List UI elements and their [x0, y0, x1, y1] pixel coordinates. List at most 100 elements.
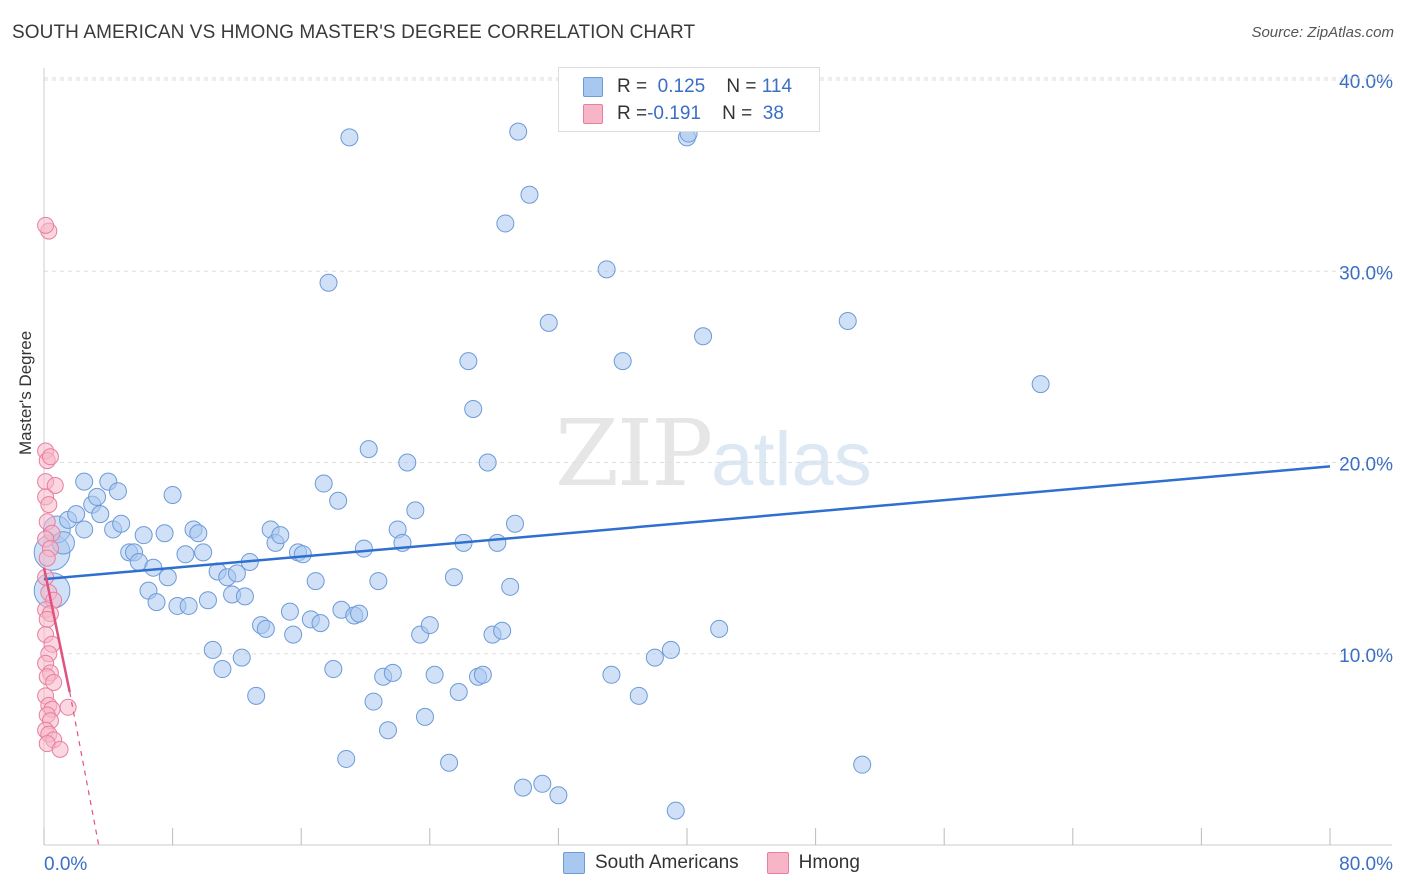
south-americans-point	[176, 545, 195, 564]
south-americans-point	[520, 185, 539, 204]
south-americans-point	[694, 327, 713, 346]
south-americans-point	[379, 721, 398, 740]
legend-n-label: N =	[722, 103, 753, 124]
south-americans-point	[549, 786, 568, 805]
south-americans-point	[271, 526, 290, 545]
south-americans-point	[147, 593, 166, 612]
south-americans-point	[496, 214, 515, 233]
south-americans-point	[359, 440, 378, 459]
south-americans-point	[235, 587, 254, 606]
south-americans-point	[306, 572, 325, 591]
south-americans-point	[284, 625, 303, 644]
south-americans-point	[1031, 375, 1050, 394]
legend-swatch-hmong	[766, 852, 789, 874]
south-americans-point	[369, 572, 388, 591]
south-americans-point	[108, 482, 127, 501]
south-americans-point	[444, 568, 463, 587]
south-americans-point	[75, 472, 94, 491]
south-americans-point	[179, 596, 198, 615]
legend-n-label: N =	[726, 76, 757, 97]
south-americans-point	[189, 524, 208, 543]
south-americans-point	[158, 568, 177, 587]
south-americans-point	[420, 616, 439, 635]
legend-r-value: -0.191	[647, 103, 701, 124]
hmong-point	[38, 549, 56, 567]
stats-legend: R = 0.125 N = 114 R = -0.191 N = 38	[558, 67, 820, 132]
y-tick-label: 20.0%	[1339, 455, 1393, 476]
south-americans-point	[314, 474, 333, 493]
south-americans-point	[533, 774, 552, 793]
south-americans-point	[539, 313, 558, 332]
south-americans-point	[350, 604, 369, 623]
chart-title: SOUTH AMERICAN VS HMONG MASTER'S DEGREE …	[12, 22, 696, 43]
south-americans-point	[710, 619, 729, 638]
south-americans-point	[406, 501, 425, 520]
legend-swatch-south-americans	[563, 852, 585, 874]
legend-r-value: 0.125	[657, 76, 706, 97]
south-americans-point	[488, 533, 507, 552]
south-americans-point	[501, 577, 520, 596]
south-americans-point	[329, 491, 348, 510]
south-americans-point	[478, 453, 497, 472]
legend-swatch-pink	[583, 104, 603, 124]
south-americans-point	[629, 686, 648, 705]
south-americans-point	[473, 665, 492, 684]
legend-label-hmong: Hmong	[798, 852, 860, 873]
legend-row-south-americans: R = 0.125 N = 114	[583, 75, 792, 99]
south-americans-point	[112, 514, 131, 533]
south-americans-point	[459, 352, 478, 371]
south-americans-point	[256, 619, 275, 638]
y-tick-label: 30.0%	[1339, 263, 1393, 284]
south-americans-point	[398, 453, 417, 472]
source-credit: Source: ZipAtlas.com	[1251, 24, 1394, 41]
south-americans-point	[493, 621, 512, 640]
south-americans-point	[514, 778, 533, 797]
watermark-zip: ZIP	[555, 400, 713, 507]
south-americans-point	[134, 526, 153, 545]
south-americans-point	[324, 660, 343, 679]
south-americans-point	[613, 352, 632, 371]
hmong-point	[37, 216, 55, 234]
hmong-point	[40, 496, 58, 514]
south-americans-point	[337, 749, 356, 768]
south-americans-point	[198, 591, 217, 610]
south-americans-point	[203, 640, 222, 659]
south-americans-point	[838, 311, 857, 330]
south-americans-point	[319, 273, 338, 292]
y-axis-label: Master's Degree	[16, 330, 35, 455]
south-americans-point	[75, 520, 94, 539]
south-americans-point	[227, 564, 246, 583]
south-americans-point	[602, 665, 621, 684]
hmong-trendline	[42, 567, 71, 693]
south-americans-point	[194, 543, 213, 562]
south-americans-point	[853, 755, 872, 774]
y-tick-label: 40.0%	[1339, 72, 1393, 93]
south-americans-point	[354, 539, 373, 558]
legend-r-label: R =	[617, 103, 648, 124]
x-tick-label: 80.0%	[1339, 854, 1393, 875]
hmong-point	[51, 740, 69, 758]
south-americans-point	[144, 558, 163, 577]
south-americans-point	[645, 648, 664, 667]
south-americans-point	[91, 505, 110, 524]
south-americans-point	[364, 692, 383, 711]
hmong-point	[46, 476, 64, 494]
watermark-atlas: atlas	[711, 417, 872, 502]
south-americans-point	[666, 801, 685, 820]
south-americans-point	[449, 683, 468, 701]
south-americans-point	[247, 686, 266, 705]
south-americans-point	[232, 648, 251, 667]
hmong-trendline-extension	[69, 691, 100, 846]
watermark: ZIPatlas	[555, 400, 872, 507]
south-americans-point	[340, 128, 359, 147]
south-americans-point	[464, 399, 483, 418]
south-americans-point	[661, 640, 680, 659]
series-legend: South Americans Hmong	[563, 852, 860, 874]
legend-swatch-blue	[583, 77, 603, 97]
legend-r-label: R =	[617, 76, 648, 97]
legend-label-south-americans: South Americans	[595, 852, 739, 873]
south-americans-point	[155, 524, 174, 543]
legend-n-value: 114	[761, 76, 793, 97]
south-americans-point	[293, 545, 312, 564]
